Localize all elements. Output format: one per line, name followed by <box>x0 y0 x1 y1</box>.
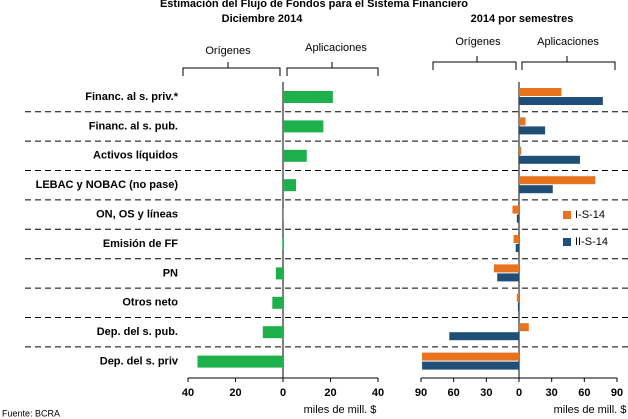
bar <box>262 326 283 339</box>
bar <box>422 361 519 370</box>
x-tick-label: 20 <box>229 387 241 399</box>
category-label: LEBAC y NOBAC (no pase) <box>36 179 179 191</box>
bar <box>519 126 546 135</box>
side-label: Orígenes <box>455 36 501 48</box>
bar <box>519 88 562 96</box>
bar <box>422 352 519 361</box>
bar <box>282 238 283 250</box>
chart-title: Estimación del Flujo de Fondos para el S… <box>160 0 468 10</box>
bar <box>519 117 526 126</box>
bar <box>497 273 519 282</box>
panel-title: 2014 por semestres <box>471 13 574 25</box>
legend-label: II-S-14 <box>575 236 608 248</box>
bar <box>272 296 283 309</box>
bar <box>515 244 519 252</box>
x-tick-label: 90 <box>611 387 623 399</box>
category-label: PN <box>163 267 178 279</box>
category-label: ON, OS y líneas <box>96 209 178 221</box>
x-tick-label: 40 <box>182 387 194 399</box>
x-axis-label: miles de mill. $ <box>304 404 377 416</box>
bar <box>283 91 333 103</box>
bar <box>519 176 596 185</box>
legend-label: I-S-14 <box>575 209 605 221</box>
bar <box>519 146 522 155</box>
source: Fuente: BCRA <box>2 408 60 418</box>
x-tick-label: 30 <box>546 387 558 399</box>
x-tick-label: 30 <box>480 387 492 399</box>
category-label: Otros neto <box>122 297 178 309</box>
bar <box>519 155 580 164</box>
category-label: Dep. del s. priv <box>100 356 179 368</box>
x-tick-label: 20 <box>324 387 336 399</box>
bar <box>513 235 519 243</box>
category-label: Emisión de FF <box>103 238 178 250</box>
bar <box>519 185 553 194</box>
x-tick-label: 60 <box>578 387 590 399</box>
panel-title: Diciembre 2014 <box>222 13 304 25</box>
x-tick-label: 0 <box>516 387 522 399</box>
bar <box>517 302 519 311</box>
bar <box>283 208 284 221</box>
x-axis-label: miles de mill. $ <box>554 404 627 416</box>
x-tick-label: 60 <box>448 387 460 399</box>
bar <box>283 120 324 133</box>
bar <box>275 267 283 280</box>
category-label: Activos líquidos <box>93 150 178 162</box>
bar <box>519 97 603 105</box>
braces <box>182 56 616 76</box>
bar <box>516 293 519 302</box>
bar <box>283 179 297 192</box>
x-tick-label: 0 <box>280 387 286 399</box>
bar <box>197 355 283 368</box>
side-label: Orígenes <box>205 45 251 57</box>
bar <box>512 205 519 214</box>
x-tick-label: 90 <box>415 387 427 399</box>
bar <box>449 332 519 341</box>
side-label: Aplicaciones <box>537 36 599 48</box>
bar <box>283 149 307 162</box>
category-label: Financ. al s. pub. <box>89 120 178 132</box>
category-label: Dep. del s. pub. <box>97 326 178 338</box>
bar <box>493 264 519 273</box>
x-tick-label: 40 <box>372 387 384 399</box>
bar <box>519 323 529 332</box>
legend-swatch <box>563 211 571 219</box>
bar <box>516 214 519 223</box>
category-label: Financ. al s. priv.* <box>85 91 178 103</box>
legend-swatch <box>563 238 571 246</box>
side-label: Aplicaciones <box>305 42 367 54</box>
